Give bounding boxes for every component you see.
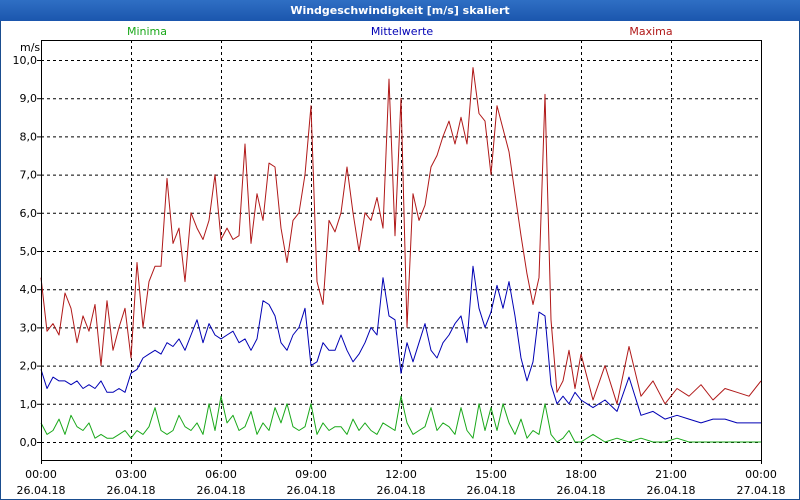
y-tick-label: 2,0	[20, 360, 38, 373]
x-tick-date: 26.04.18	[17, 484, 66, 497]
x-tick-date: 26.04.18	[107, 484, 156, 497]
chart-title: Windgeschwindigkeit [m/s] skaliert	[0, 0, 800, 21]
x-tick-time: 00:00	[745, 468, 777, 481]
x-tick-date: 26.04.18	[557, 484, 606, 497]
y-tick-label: 9,0	[20, 92, 38, 105]
x-tick-date: 27.04.18	[737, 484, 786, 497]
x-tick-date: 26.04.18	[197, 484, 246, 497]
x-tick-time: 03:00	[115, 468, 147, 481]
series-line-maxima	[40, 67, 762, 405]
x-tick-date: 26.04.18	[467, 484, 516, 497]
y-tick-label: 10,0	[13, 54, 38, 67]
y-tick-label: 3,0	[20, 321, 38, 334]
x-tick-date: 26.04.18	[377, 484, 426, 497]
y-tick-label: 4,0	[20, 283, 38, 296]
x-tick-time: 09:00	[295, 468, 327, 481]
x-tick-date: 26.04.18	[647, 484, 696, 497]
x-tick-time: 21:00	[655, 468, 687, 481]
x-tick-date: 26.04.18	[287, 484, 336, 497]
grid	[37, 40, 762, 464]
y-tick-label: 6,0	[20, 207, 38, 220]
legend-minima: Minima	[127, 25, 167, 38]
legend-maxima: Maxima	[629, 25, 672, 38]
series-layer	[40, 67, 762, 443]
legend-mittelwerte: Mittelwerte	[371, 25, 434, 38]
x-tick-time: 12:00	[385, 468, 417, 481]
series-line-minima	[40, 395, 761, 443]
plot-border	[41, 40, 762, 461]
axis-labels: 0,0 1,0 2,0 3,0 4,0 5,0 6,0 7,0 8,0 9,0 10,0 00:00 2…	[13, 54, 786, 497]
x-tick-time: 18:00	[565, 468, 597, 481]
y-tick-label: 5,0	[20, 245, 38, 258]
y-tick-label: 8,0	[20, 130, 38, 143]
x-tick-time: 00:00	[25, 468, 57, 481]
y-axis-label: m/s	[20, 41, 40, 54]
x-tick-time: 15:00	[475, 468, 507, 481]
y-tick-label: 7,0	[20, 169, 38, 182]
series-line-mittelwerte	[40, 265, 761, 424]
y-tick-label: 0,0	[20, 436, 38, 449]
x-tick-time: 06:00	[205, 468, 237, 481]
y-tick-label: 1,0	[20, 398, 38, 411]
